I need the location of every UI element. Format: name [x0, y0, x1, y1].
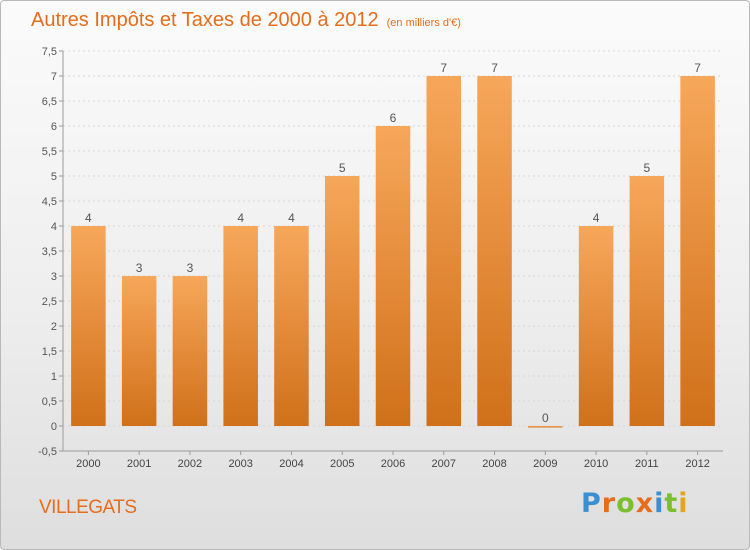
x-tick-label: 2008: [482, 458, 506, 470]
x-tick-label: 2004: [279, 458, 303, 470]
y-tick-label: 6: [51, 121, 57, 133]
bar: [426, 76, 462, 426]
x-tick-label: 2011: [635, 458, 659, 470]
bar: [528, 426, 563, 428]
data-label: 4: [237, 211, 244, 225]
bar: [121, 276, 157, 426]
logo-letter: i: [654, 488, 665, 519]
logo-letter: t: [664, 488, 679, 519]
y-tick-label: 2,5: [42, 296, 57, 308]
data-label: 3: [187, 261, 194, 275]
y-tick-label: -0,5: [38, 446, 57, 458]
bar: [324, 176, 360, 426]
bar: [477, 76, 512, 426]
proxiti-logo: Proxiti: [581, 488, 689, 519]
y-tick-label: 1: [51, 371, 57, 383]
y-tick-label: 3,5: [42, 246, 57, 258]
y-tick-label: 1,5: [42, 346, 57, 358]
data-label: 6: [390, 111, 397, 125]
y-tick-label: 7,5: [42, 46, 57, 58]
logo-letter: P: [581, 488, 602, 519]
y-tick-label: 5,5: [42, 146, 57, 158]
logo-letter: x: [635, 488, 655, 519]
logo-letter: i: [678, 488, 689, 519]
x-tick-label: 2000: [76, 458, 100, 470]
bar: [680, 76, 715, 426]
x-tick-label: 2007: [432, 458, 456, 470]
data-label: 7: [491, 61, 498, 75]
x-tick-label: 2006: [381, 458, 405, 470]
data-label: 0: [542, 411, 549, 425]
data-labels: 4 3 3 4 4 5 6 7 7 0 4 5 7: [85, 61, 701, 425]
bar: [223, 226, 258, 426]
y-tick-label: 0,5: [42, 396, 57, 408]
data-label: 4: [593, 211, 600, 225]
bar: [578, 226, 614, 426]
x-tick-label: 2005: [330, 458, 354, 470]
y-tick-label: 2: [51, 321, 57, 333]
y-tick-label: 7: [51, 71, 57, 83]
bar: [629, 176, 665, 426]
y-tick-label: 5: [51, 171, 57, 183]
data-label: 3: [136, 261, 143, 275]
y-tick-label: 4: [51, 221, 57, 233]
x-tick-label: 2012: [685, 458, 709, 470]
y-tick-label: 4,5: [42, 196, 57, 208]
y-tick-label: 3: [51, 271, 57, 283]
chart-title: Autres Impôts et Taxes de 2000 à 2012 (en…: [31, 9, 461, 32]
data-label: 5: [339, 161, 346, 175]
logo-letter: r: [601, 488, 617, 519]
bar: [71, 226, 106, 426]
town-name: VILLEGATS: [39, 497, 137, 518]
bar: [375, 126, 411, 426]
x-tick-label: 2002: [178, 458, 202, 470]
y-tick-label: 0: [51, 421, 57, 433]
axes: -0,5 0 0,5 1 1,5 2 2,5 3 3,5 4 4,5 5 5,5 6 6,5 7 7,5 2000…: [38, 46, 723, 470]
unit-label: (en milliers d'€): [386, 17, 461, 29]
data-label: 4: [85, 211, 92, 225]
x-tick-label: 2010: [584, 458, 608, 470]
data-label: 4: [288, 211, 295, 225]
data-label: 7: [694, 61, 701, 75]
bar: [172, 276, 208, 426]
x-tick-label: 2001: [127, 458, 151, 470]
data-label: 7: [440, 61, 447, 75]
bars: [71, 76, 715, 428]
data-label: 5: [644, 161, 651, 175]
x-tick-label: 2003: [228, 458, 252, 470]
y-tick-label: 6,5: [42, 96, 57, 108]
bar: [274, 226, 309, 426]
logo-letter: o: [616, 488, 636, 519]
x-tick-label: 2009: [533, 458, 557, 470]
chart-title-text: Autres Impôts et Taxes de 2000 à 2012: [31, 9, 379, 31]
